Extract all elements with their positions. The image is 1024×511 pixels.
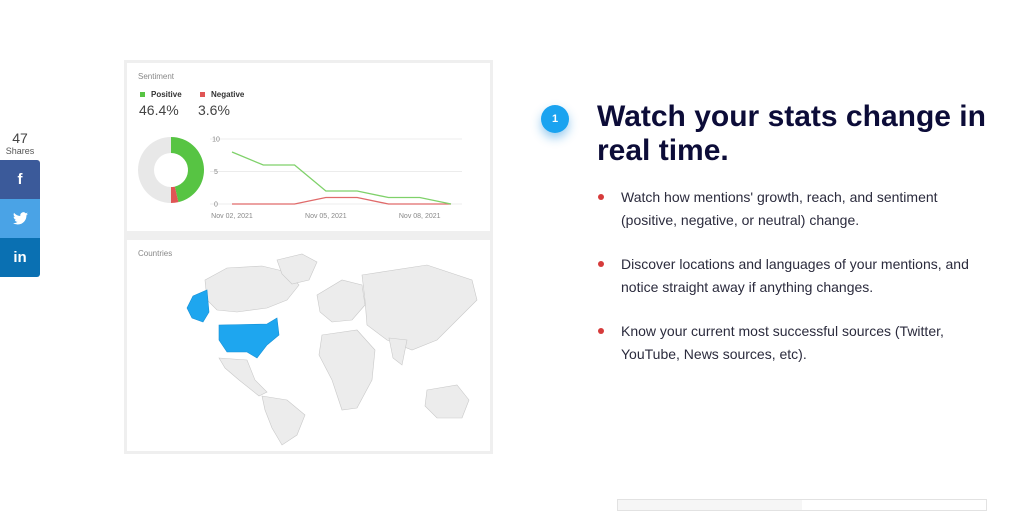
countries-title: Countries (138, 249, 173, 258)
map-asia (361, 264, 478, 351)
step-number-badge: 1 (541, 105, 569, 133)
donut-slice-positive (171, 137, 205, 203)
donut-slice-negative (171, 186, 179, 203)
series-line-positive (231, 151, 452, 205)
feature-title: Watch your stats change in real time. (597, 100, 986, 167)
donut-slice-other (138, 137, 171, 203)
legend-positive-label: Positive (151, 90, 182, 99)
series-line-negative (232, 196, 451, 205)
positive-swatch (140, 92, 145, 97)
map-africa (318, 329, 376, 411)
bullet-item: Watch how mentions' growth, reach, and s… (597, 186, 997, 232)
countries-panel: Countries (127, 240, 490, 451)
linkedin-icon: in (13, 249, 27, 266)
sentiment-title: Sentiment (138, 72, 175, 81)
positive-value: 46.4% (139, 102, 179, 118)
map-usa (218, 317, 280, 359)
bottom-panel-edge (617, 499, 987, 511)
feature-bullets: Watch how mentions' growth, reach, and s… (597, 186, 997, 387)
negative-value: 3.6% (198, 102, 230, 118)
legend-negative-label: Negative (211, 90, 245, 99)
y-tick-label: 10 (212, 137, 220, 144)
sentiment-charts: 0 5 10 Nov 02, 2021 Nov 05, 2021 Nov 08, 2021 (138, 137, 462, 220)
sentiment-panel: Sentiment Positive Negative 46.4% 3.6% 0… (127, 63, 490, 231)
negative-swatch (200, 92, 205, 97)
map-greenland (276, 253, 318, 285)
y-tick-label: 5 (214, 169, 218, 176)
map-europe (316, 279, 366, 323)
x-tick-label: Nov 02, 2021 (211, 213, 253, 220)
facebook-share-button[interactable]: f (0, 160, 40, 199)
world-map (186, 253, 478, 446)
dashboard-preview: Sentiment Positive Negative 46.4% 3.6% 0… (124, 60, 493, 454)
share-count-number: 47 (12, 130, 28, 146)
twitter-share-button[interactable] (0, 199, 40, 238)
x-tick-label: Nov 08, 2021 (399, 213, 441, 220)
legend-positive: Positive (140, 90, 182, 99)
map-south-america (261, 395, 306, 446)
map-india (388, 337, 408, 366)
bullet-item: Discover locations and languages of your… (597, 253, 997, 299)
facebook-icon: f (17, 171, 23, 188)
linkedin-share-button[interactable]: in (0, 238, 40, 277)
map-canada (204, 265, 300, 313)
legend-negative: Negative (200, 90, 244, 99)
share-count: 47 Shares (0, 131, 40, 157)
map-alaska (186, 289, 210, 323)
map-mexico-central (218, 357, 268, 397)
x-tick-label: Nov 05, 2021 (305, 213, 347, 220)
map-australia (424, 384, 470, 419)
y-tick-label: 0 (214, 202, 218, 209)
share-count-label: Shares (5, 146, 35, 156)
twitter-icon (12, 212, 28, 225)
bullet-item: Know your current most successful source… (597, 320, 997, 366)
